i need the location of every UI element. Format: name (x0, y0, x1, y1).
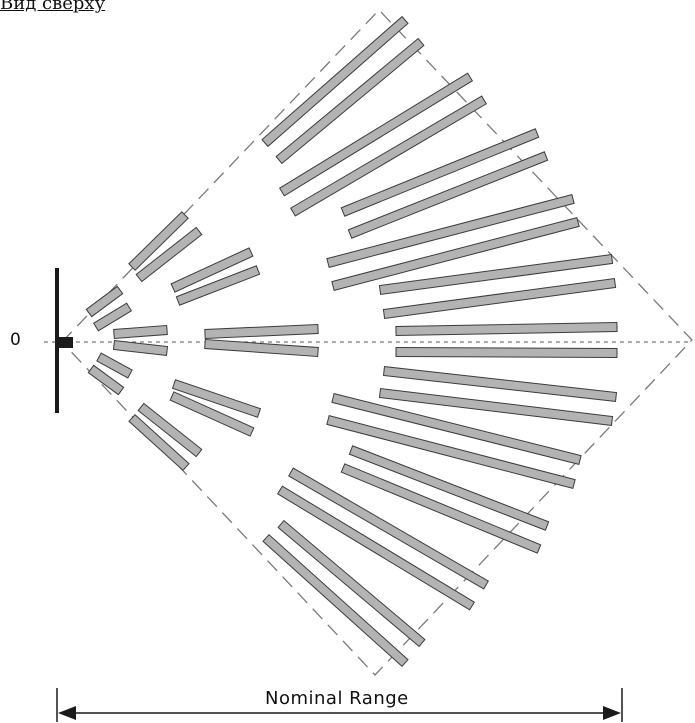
detection-zone-bar (340, 128, 540, 217)
detection-zone-bar (276, 485, 476, 611)
page-title: Вид сверху (0, 0, 106, 14)
detection-zone-bar (275, 37, 425, 165)
detection-zone-bar (113, 324, 168, 340)
origin-label: 0 (10, 330, 21, 350)
detection-zone-bar (395, 321, 618, 337)
detection-zone-bar (261, 15, 409, 148)
sensor-icon (57, 337, 73, 348)
detection-zone-bar (326, 194, 575, 268)
detection-zone-bar (135, 226, 203, 283)
detection-zone-bar (331, 217, 580, 291)
detection-zone-bar (277, 519, 426, 648)
detection-zone-bar (382, 365, 618, 403)
detection-zone-bar (169, 391, 255, 437)
detection-zone-bar (378, 253, 614, 296)
detection-zone-bar (288, 467, 489, 590)
detection-zone-bar (96, 352, 133, 379)
detection-zone-bar (92, 302, 133, 332)
detection-zone-bar (112, 339, 169, 357)
range-arrow-left (58, 706, 76, 720)
detection-zone-bar (175, 265, 261, 306)
detection-zone-bar (87, 364, 125, 396)
range-arrow-right (603, 706, 621, 720)
detection-zone-bar (348, 445, 550, 531)
detection-zone-bar (331, 393, 582, 465)
detection-zone-bar (204, 323, 319, 340)
detection-zone-bar (278, 72, 474, 197)
detection-zone-bar (395, 346, 618, 359)
detection-zone-bar (378, 387, 614, 427)
nominal-range-label: Nominal Range (265, 688, 409, 709)
detection-zone-bar (85, 285, 124, 318)
detection-zone-bar (326, 415, 576, 489)
detection-zone-bar (204, 338, 319, 358)
detection-zone-bar (290, 95, 487, 217)
coverage-boundary (61, 9, 693, 676)
detection-zone-bar (347, 151, 549, 239)
detection-zone-bar (128, 211, 189, 271)
detection-zones (85, 15, 618, 668)
detection-zone-bar (262, 533, 409, 668)
detection-zone-bar (137, 402, 203, 458)
detection-zone-bar (382, 277, 617, 320)
detection-zone-bar (171, 379, 262, 418)
detection-zone-bar (340, 463, 542, 554)
detection-zone-bar (170, 247, 254, 293)
detection-zone-bar (128, 413, 190, 472)
